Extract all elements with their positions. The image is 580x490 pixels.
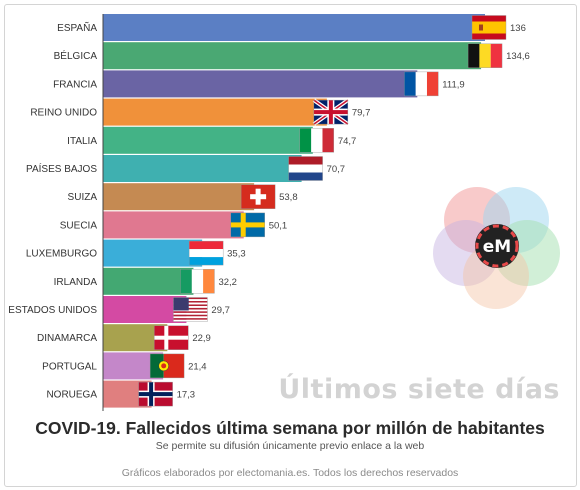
value-label: 79,7	[352, 108, 371, 119]
flag-usa-icon	[173, 297, 208, 322]
flag-italy-icon	[299, 128, 335, 153]
category-label: SUECIA	[60, 220, 98, 231]
flag-sweden-icon	[230, 212, 265, 238]
chart-title: COVID-19. Fallecidos última semana por m…	[35, 418, 545, 438]
value-label: 74,7	[338, 136, 357, 147]
bar	[103, 239, 203, 267]
category-label: DINAMARCA	[37, 333, 97, 344]
value-label: 53,8	[279, 192, 298, 203]
value-label: 134,6	[506, 51, 530, 62]
flag-netherlands-icon	[288, 156, 323, 181]
category-label: REINO UNIDO	[30, 108, 97, 119]
category-label: BÉLGICA	[54, 49, 98, 62]
chart-subtitle: Se permite su difusión únicamente previo…	[155, 440, 425, 452]
bar	[103, 42, 482, 70]
flag-luxembourg-icon	[188, 240, 224, 266]
category-label: NORUEGA	[46, 390, 97, 401]
flag-belgium-icon	[467, 43, 503, 68]
flag-uk-icon	[312, 98, 350, 126]
bar	[103, 126, 313, 154]
bar-chart: ESPAÑA 136 BÉLGICA 134,6 FRANCIA 111,9 REINO U…	[8, 14, 530, 411]
category-label: IRLANDA	[54, 277, 98, 288]
value-label: 29,7	[211, 305, 230, 316]
watermark-text: Últimos siete días	[278, 374, 560, 405]
category-label: ITALIA	[67, 136, 97, 147]
bar	[103, 70, 418, 98]
bar	[103, 267, 194, 295]
value-label: 32,2	[218, 277, 237, 288]
bar	[103, 155, 302, 182]
value-label: 136	[510, 23, 526, 34]
value-label: 17,3	[177, 390, 196, 401]
value-label: 22,9	[192, 333, 211, 344]
bar	[103, 183, 255, 211]
category-label: SUIZA	[68, 192, 98, 203]
bar	[103, 98, 327, 126]
flag-switzerland-icon	[240, 184, 276, 209]
bars-layer: ESPAÑA 136 BÉLGICA 134,6 FRANCIA 111,9 REINO U…	[8, 14, 530, 408]
category-label: PORTUGAL	[42, 361, 97, 372]
flag-portugal-icon	[149, 353, 185, 379]
value-label: 50,1	[269, 220, 288, 231]
flag-france-icon	[404, 71, 439, 97]
category-label: FRANCIA	[53, 79, 97, 90]
value-label: 111,9	[442, 79, 464, 90]
category-label: ESTADOS UNIDOS	[8, 305, 97, 316]
category-label: PAÍSES BAJOS	[26, 162, 97, 175]
flag-spain-icon	[471, 15, 507, 40]
category-label: ESPAÑA	[57, 21, 97, 34]
value-label: 21,4	[188, 361, 207, 372]
bar	[103, 211, 244, 239]
flag-denmark-icon	[154, 325, 189, 350]
value-label: 35,3	[227, 249, 246, 260]
footer-credits: Gráficos elaborados por electomania.es. …	[121, 467, 459, 479]
category-label: LUXEMBURGO	[26, 249, 97, 260]
flag-ireland-icon	[180, 269, 215, 294]
bar	[103, 296, 187, 323]
flag-norway-icon	[138, 381, 173, 407]
bar	[103, 14, 485, 41]
value-label: 70,7	[327, 164, 346, 175]
